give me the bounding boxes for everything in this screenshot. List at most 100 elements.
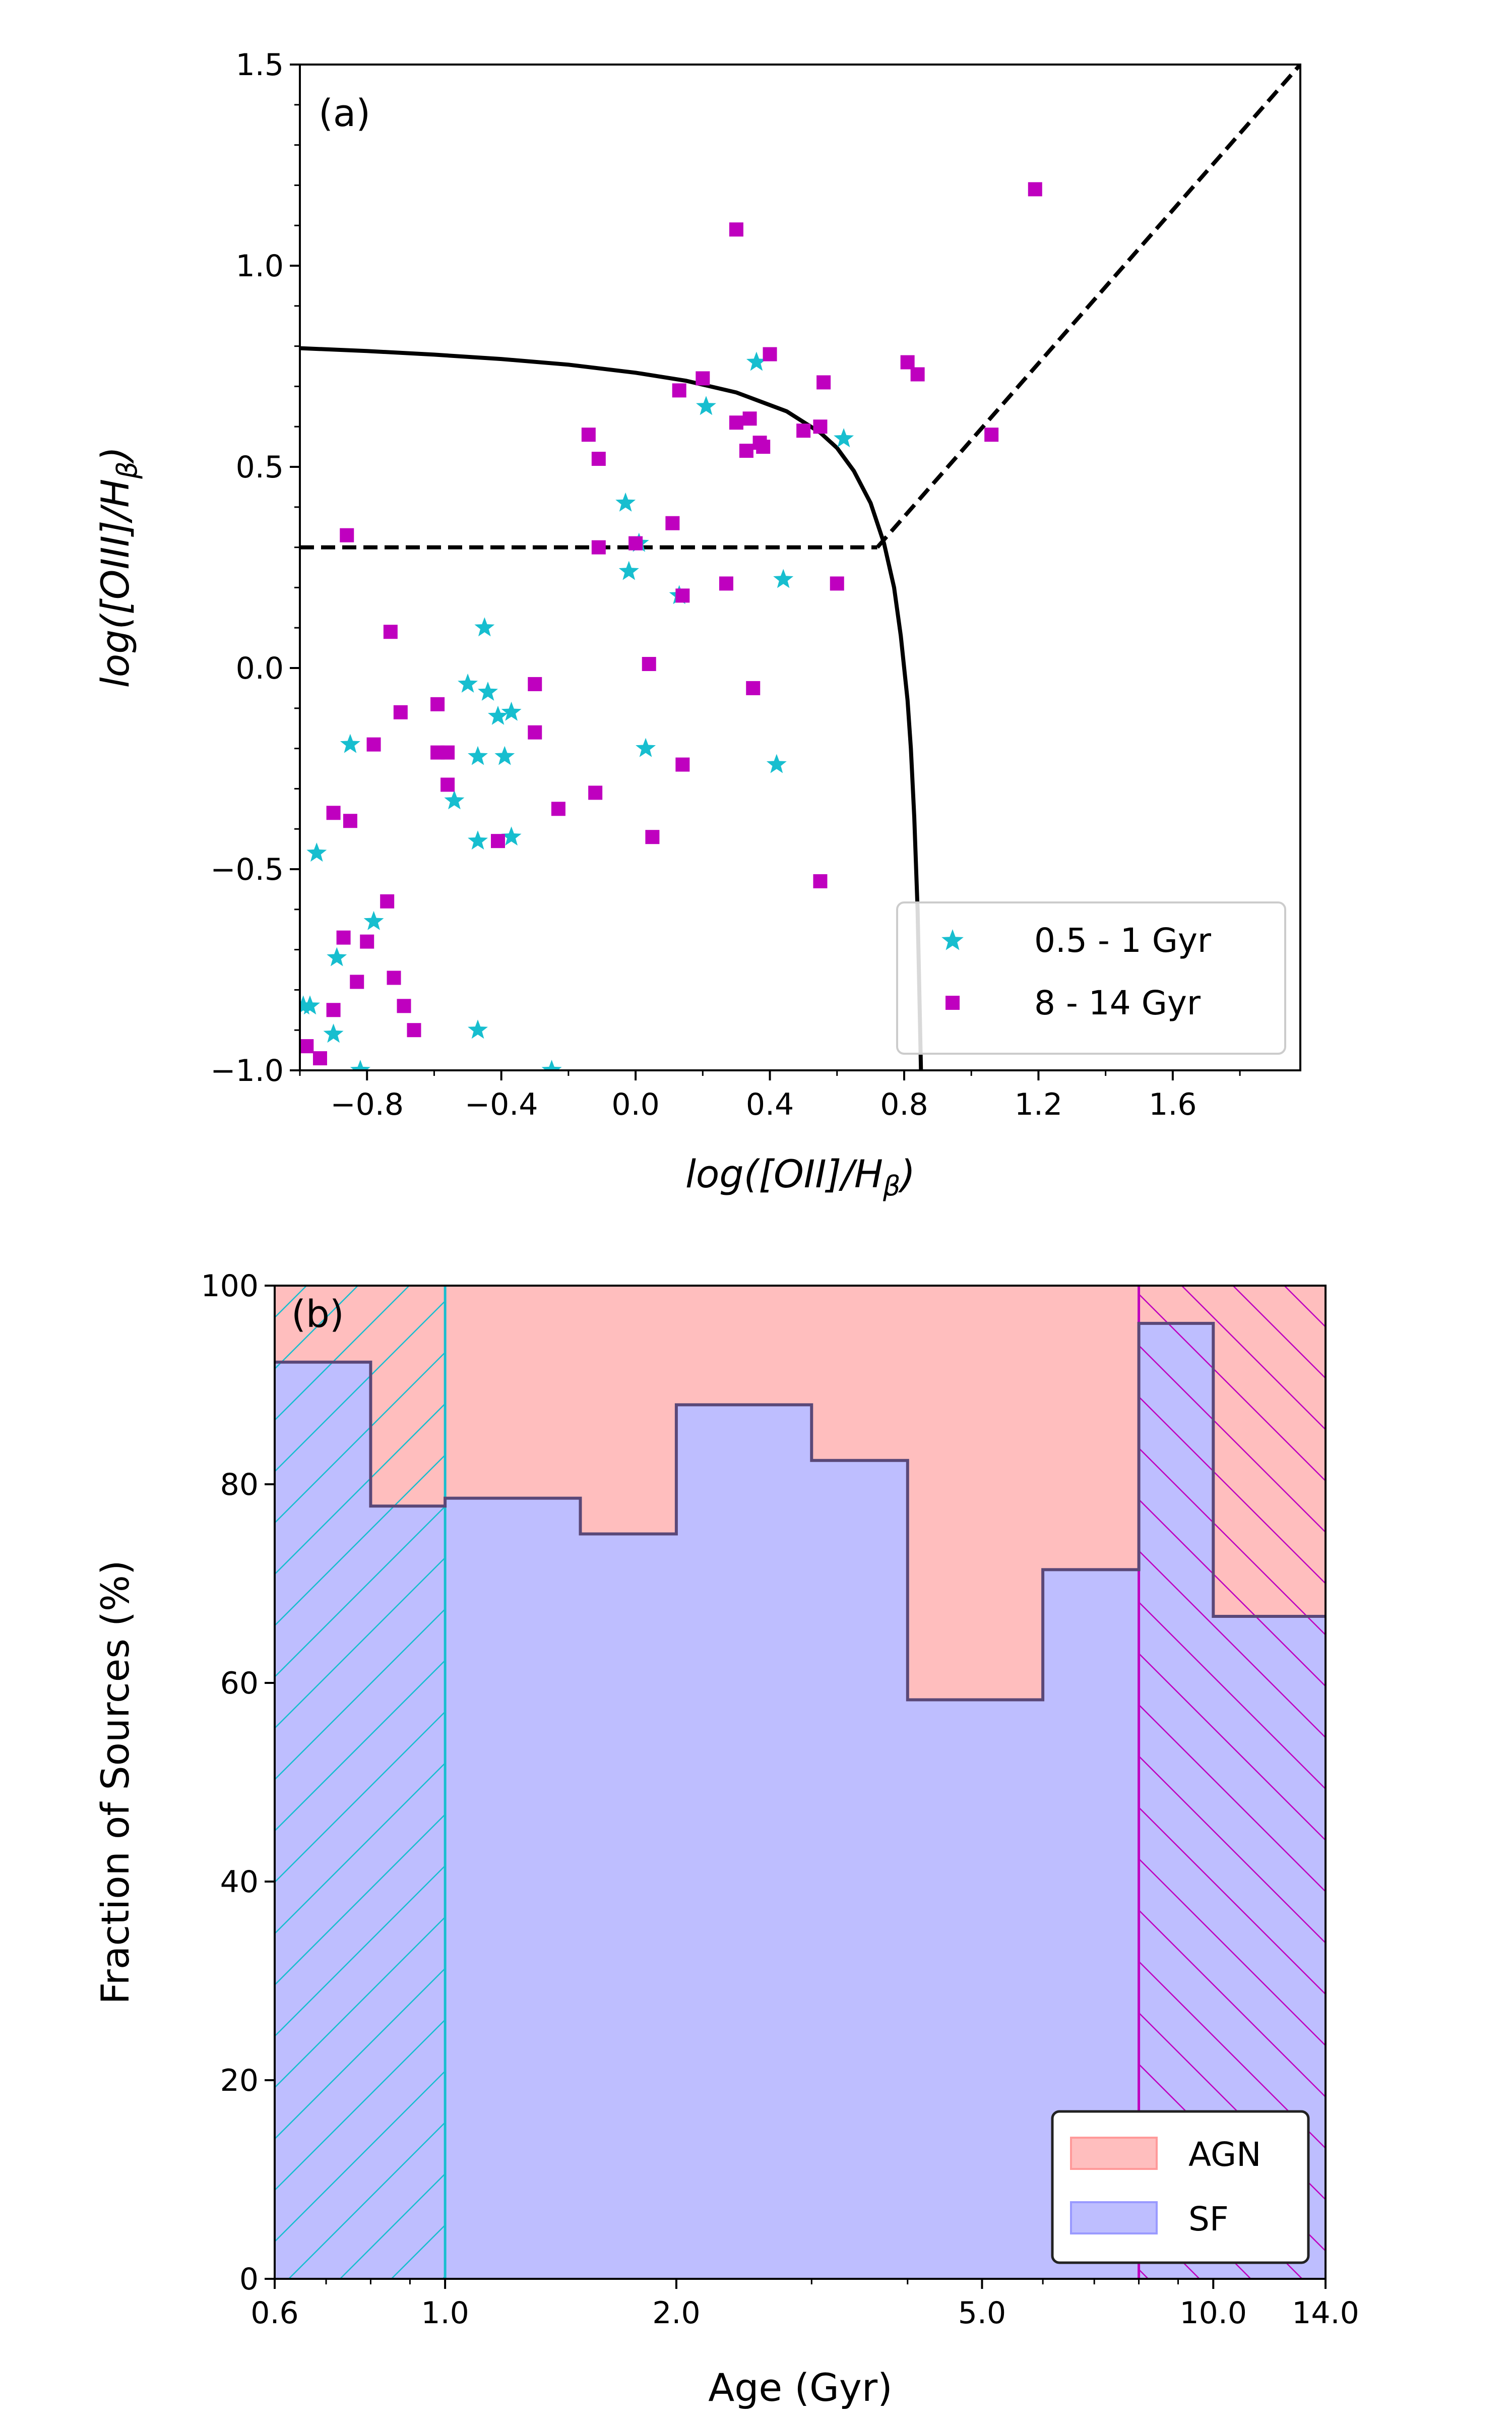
point-old (813, 874, 828, 888)
y-tick-label: 1.5 (236, 47, 284, 83)
diagonal-dashed-line (875, 65, 1300, 549)
legend-marker-young (941, 929, 964, 950)
point-old (350, 975, 364, 989)
point-old (326, 806, 341, 820)
point-young (300, 995, 313, 1015)
point-young (494, 746, 515, 765)
y-tick-label: 100 (201, 1268, 259, 1304)
x-tick-label: 14.0 (1292, 2295, 1359, 2331)
point-old (383, 625, 398, 639)
panel-a-points (300, 182, 1042, 1070)
point-young (501, 701, 522, 721)
point-young (468, 746, 488, 765)
x-tick-label: 0.6 (250, 2295, 298, 2331)
point-old (830, 576, 844, 591)
point-old (742, 411, 757, 426)
point-old (366, 737, 381, 752)
point-old (746, 681, 761, 695)
y-tick-label: 0 (239, 2262, 259, 2297)
panel-a-ticks: −0.8 −0.4 0.0 0.4 0.8 1.2 1.6 −1.0 −0.5 0.0 0.5 1.0… (210, 47, 1241, 1122)
x-tick-label: 1.0 (421, 2295, 469, 2331)
panel-a-legend: 0.5 - 1 Gyr 8 - 14 Gyr (896, 901, 1286, 1055)
point-old (696, 371, 710, 386)
point-old (675, 757, 690, 772)
panel-a-label: (a) (319, 92, 370, 135)
y-tick-label: 20 (220, 2063, 259, 2098)
point-old (440, 777, 455, 792)
point-old (551, 802, 565, 816)
point-old (312, 1051, 327, 1066)
hatch-young (275, 1286, 446, 2279)
point-old (984, 428, 999, 442)
point-old (343, 814, 357, 828)
panel-b-y-axis-label: Fraction of Sources (%) (93, 1560, 138, 2004)
point-young (501, 826, 522, 846)
point-young (474, 617, 495, 637)
point-old (397, 999, 411, 1013)
point-young (636, 738, 656, 757)
y-tick-label: 0.5 (236, 450, 284, 485)
point-old (796, 424, 811, 438)
panel-a-y-axis-label: log([OIII]/Hβ) (93, 447, 143, 688)
point-old (763, 347, 777, 361)
point-old (430, 697, 445, 711)
point-old (813, 419, 828, 434)
point-old (672, 383, 686, 398)
point-old (591, 540, 606, 555)
legend-entry-old: 8 - 14 Gyr (1034, 984, 1201, 1022)
point-old (665, 516, 680, 530)
point-young (834, 428, 854, 448)
point-young (444, 790, 465, 810)
panel-b-ticks: 0.6 1.0 2.0 5.0 10.0 14.0 0 20 40 60 80 100 (201, 1268, 1359, 2331)
point-old (1028, 182, 1042, 197)
point-young (696, 396, 716, 415)
legend-marker-old (946, 996, 960, 1010)
y-tick-label: 60 (220, 1666, 259, 1701)
point-young (340, 734, 360, 753)
point-old (300, 1039, 314, 1054)
legend-entry-agn: AGN (1188, 2135, 1262, 2174)
point-old (645, 830, 660, 844)
x-tick-label: 1.2 (1015, 1087, 1062, 1122)
panel-b-x-axis-label: Age (Gyr) (708, 2365, 893, 2410)
point-young (468, 830, 488, 850)
panel-b-sf-step-line (275, 1321, 1326, 1702)
demarcation-curve-line (300, 346, 923, 1070)
point-young (323, 1023, 344, 1043)
y-tick-label: −1.0 (210, 1053, 284, 1088)
point-old (336, 930, 351, 945)
point-old (326, 1003, 341, 1017)
point-old (628, 536, 643, 551)
panel-b-legend: AGN SF (1051, 2110, 1310, 2264)
point-old (729, 415, 743, 430)
point-young (350, 1060, 370, 1070)
point-young (615, 492, 636, 512)
x-tick-label: 2.0 (652, 2295, 700, 2331)
point-old (816, 375, 831, 390)
panel-b-sf-area (275, 1323, 1326, 2279)
y-tick-label: 0.0 (236, 651, 284, 686)
point-young (773, 569, 794, 588)
point-old (675, 588, 690, 603)
point-old (900, 355, 915, 370)
legend-entry-sf: SF (1188, 2200, 1229, 2238)
point-young (306, 842, 327, 862)
point-young (541, 1060, 562, 1070)
point-old (581, 428, 596, 442)
point-young (766, 754, 787, 773)
point-old (407, 1023, 421, 1038)
point-old (642, 657, 656, 672)
point-old (719, 576, 733, 591)
point-young (478, 681, 498, 701)
x-tick-label: 10.0 (1179, 2295, 1247, 2331)
point-old (387, 971, 401, 985)
panel-a-x-axis-label: log([OII]/Hβ) (685, 1152, 915, 1202)
panel-b-label: (b) (291, 1293, 344, 1336)
point-young (746, 351, 767, 371)
point-young (363, 911, 384, 930)
x-tick-label: 0.4 (746, 1087, 794, 1122)
panel-a-legend-box (896, 901, 1286, 1055)
point-old (528, 725, 542, 740)
y-tick-label: 1.0 (236, 249, 284, 284)
